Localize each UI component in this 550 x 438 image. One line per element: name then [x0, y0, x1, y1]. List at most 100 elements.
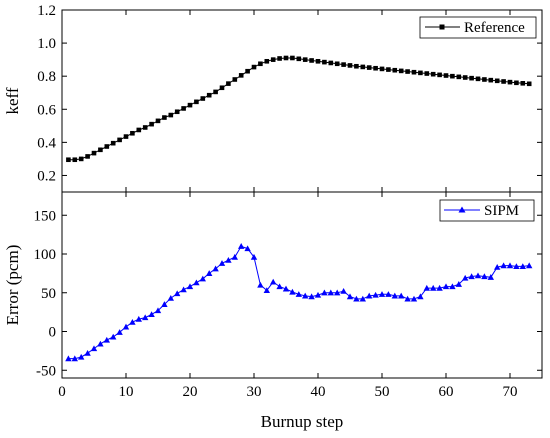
reference-legend: Reference [419, 16, 537, 39]
sipm-point [353, 295, 360, 302]
sipm-point [263, 287, 270, 294]
sipm-point [103, 336, 110, 343]
x-tick-label: 70 [503, 384, 518, 400]
sipm-point [372, 291, 379, 298]
reference-point [155, 118, 161, 124]
x-tick-label: 40 [311, 384, 326, 400]
reference-point [405, 69, 410, 74]
sipm-point [513, 263, 520, 269]
reference-point [91, 150, 97, 156]
sipm-point [167, 294, 174, 301]
reference-point [283, 55, 289, 61]
x-tick-label: 50 [375, 384, 390, 400]
x-tick-label: 10 [119, 384, 134, 400]
x-axis-title: Burnup step [261, 412, 344, 431]
reference-point [315, 58, 321, 64]
reference-point [277, 56, 282, 61]
sipm-series-marks [65, 243, 533, 362]
reference-point [341, 62, 346, 67]
sipm-point [231, 253, 238, 260]
reference-point [168, 112, 174, 118]
sipm-point [519, 263, 526, 269]
sipm-point [455, 281, 462, 287]
sipm-point [174, 290, 181, 297]
reference-point [475, 76, 481, 82]
reference-point [72, 157, 78, 163]
sipm-point [129, 319, 136, 325]
reference-point [514, 80, 519, 86]
y-tick-label: 100 [34, 247, 57, 263]
reference-series-line [68, 57, 530, 161]
reference-point [482, 77, 487, 82]
sipm-point [506, 262, 514, 269]
sipm-point [487, 274, 494, 280]
sipm-point [97, 340, 104, 347]
x-tick-label: 60 [439, 384, 454, 400]
reference-point [302, 57, 308, 62]
sipm-point [142, 314, 149, 321]
reference-point [520, 80, 526, 86]
reference-point [456, 74, 462, 80]
reference-point [443, 73, 449, 78]
reference-point [462, 75, 468, 80]
sipm-point [404, 295, 411, 302]
sipm-point [302, 292, 309, 299]
reference-point [354, 63, 359, 69]
reference-legend-marker [439, 24, 445, 30]
reference-point [85, 154, 90, 159]
sipm-legend-marker [458, 206, 466, 213]
reference-point [360, 64, 366, 70]
sipm-legend: SIPM [439, 199, 535, 222]
sipm-point [366, 292, 373, 299]
sipm-point [116, 329, 123, 335]
reference-point [162, 115, 167, 120]
sipm-point [295, 291, 302, 297]
sipm-point [346, 293, 354, 300]
reference-point [386, 67, 391, 72]
sipm-point [148, 311, 155, 318]
reference-point [174, 109, 180, 115]
sipm-point [468, 273, 475, 280]
sipm-point [270, 278, 277, 285]
reference-point [322, 59, 327, 65]
sipm-point [180, 286, 187, 293]
sipm-point [289, 288, 296, 295]
sipm-point [474, 272, 482, 279]
sipm-point [442, 283, 450, 290]
reference-point [411, 69, 417, 75]
reference-point [187, 102, 193, 108]
reference-point [424, 71, 430, 76]
x-tick-label: 0 [58, 384, 66, 400]
sipm-point [398, 292, 405, 299]
reference-point [66, 157, 71, 163]
reference-point [110, 140, 116, 146]
sipm-point [436, 284, 443, 291]
sipm-point [225, 257, 232, 263]
sipm-point [218, 260, 226, 266]
y-tick-label: 0 [49, 325, 57, 341]
reference-point [526, 81, 532, 87]
reference-point [366, 65, 372, 70]
reference-point [226, 81, 231, 86]
x-tick-label: 20 [183, 384, 198, 400]
reference-point [149, 121, 154, 127]
reference-point [251, 64, 257, 70]
top-y-axis-title: keff [3, 87, 22, 114]
reference-point [309, 58, 314, 63]
y-tick-label: 50 [41, 286, 56, 302]
sipm-point [186, 283, 194, 290]
reference-point [450, 73, 455, 79]
reference-point [488, 77, 494, 83]
reference-point [328, 60, 334, 66]
sipm-point [135, 315, 142, 322]
reference-point [117, 137, 122, 143]
y-tick-label: 0.2 [37, 168, 56, 184]
sipm-point [385, 291, 392, 297]
sipm-point [90, 345, 98, 352]
reference-point [98, 147, 103, 153]
sipm-point [250, 253, 258, 260]
reference-point [213, 89, 218, 95]
reference-point [437, 72, 442, 78]
